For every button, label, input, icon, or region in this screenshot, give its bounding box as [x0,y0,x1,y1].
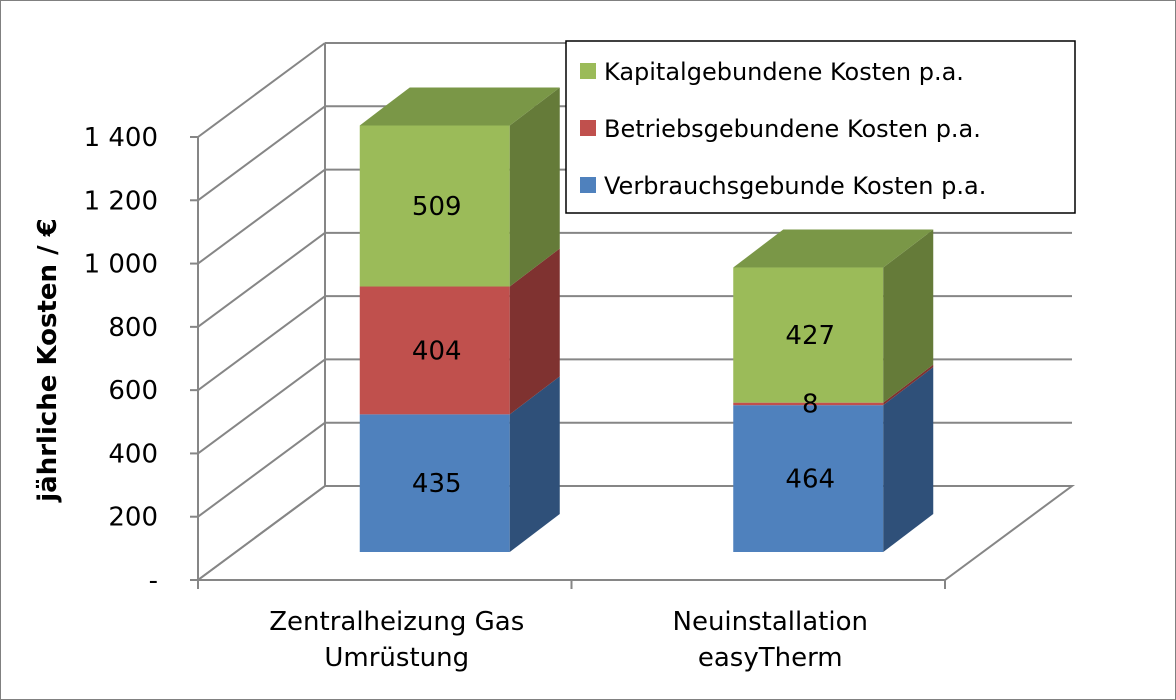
bar-side [883,364,934,406]
legend-box [565,40,1076,214]
bar-side [883,367,934,552]
data-labels: 435 404 509 464 8 427 [412,192,835,499]
y-tick-label: 1 400 [84,123,158,153]
x-axis-labels: Zentralheizung Gas Umrüstung Neuinstallati… [269,607,868,673]
legend-swatch [580,120,596,136]
bar-side [509,87,560,287]
y-axis-title: jährliche Kosten / € [33,218,63,503]
gridline-side [197,105,326,202]
y-tick-label: 200 [108,503,158,533]
data-label: 427 [785,321,835,351]
bar-front [733,267,884,403]
y-tick-label: 800 [108,313,158,343]
y-tick-label: 400 [108,439,158,469]
y-tick-label: 1 000 [84,250,158,280]
legend-swatch [580,177,596,193]
legend-label: Verbrauchsgebunde Kosten p.a. [604,172,986,200]
data-label: 404 [412,336,462,366]
data-label: 464 [785,465,835,495]
gridline-side [197,358,326,455]
data-label: 8 [802,390,819,420]
bar-side [509,248,560,415]
y-tick-label: 600 [108,376,158,406]
y-tick-label: 1 200 [84,186,158,216]
legend-label: Betriebsgebundene Kosten p.a. [604,115,981,143]
bars [359,87,934,552]
y-tick-label: - [149,566,158,596]
gridline-side [197,42,326,138]
bar-side [883,229,934,403]
bar-front [359,414,510,552]
legend: Kapitalgebundene Kosten p.a. Betriebsgebu… [565,40,1076,214]
x-category-label: Neuinstallation easyTherm [673,607,868,673]
x-category-label: Zentralheizung Gas Umrüstung [269,607,524,673]
gridline-side [197,168,326,265]
bar-segment [733,367,934,552]
gridline-side [197,295,326,391]
gridline-side [197,421,326,518]
y-axis-ticks: - 200 400 600 800 1 000 1 200 1 400 [84,123,198,596]
x-category-label-line: easyTherm [698,643,843,673]
gridline-side [197,485,326,581]
bar-front [733,402,884,406]
x-category-label-line: Umrüstung [324,643,469,673]
data-label: 435 [412,469,462,499]
bar-segment [733,229,934,403]
data-label: 509 [412,192,462,222]
gridline-side [197,232,326,328]
bar-segment [359,87,560,287]
bar-front [359,125,510,287]
bar-segment [359,376,560,552]
x-category-label-line: Neuinstallation [673,607,868,637]
legend-swatch [580,63,596,79]
floor [194,485,1076,581]
bar-segment [733,364,934,406]
bar-segment [359,248,560,415]
legend-label: Kapitalgebundene Kosten p.a. [604,58,964,86]
bar-top [359,87,560,126]
bar-front [733,405,884,552]
bar-side [509,376,560,552]
bar-front [359,286,510,415]
bar-top [733,229,934,268]
x-category-label-line: Zentralheizung Gas [269,607,524,637]
